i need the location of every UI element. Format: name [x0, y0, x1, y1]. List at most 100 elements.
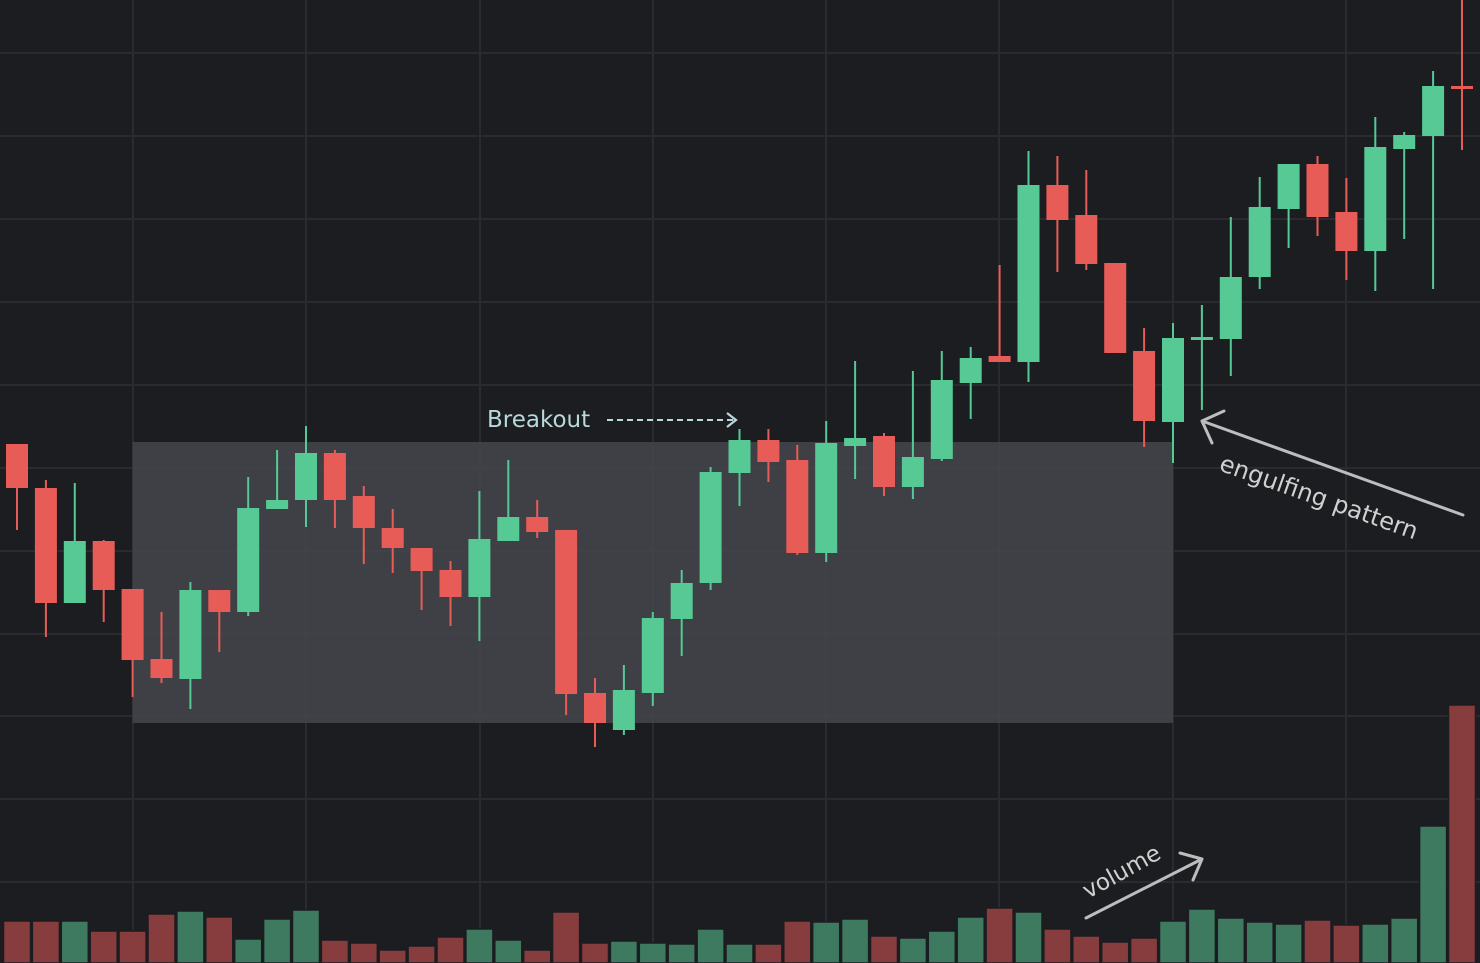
volume-bar	[89, 930, 118, 963]
volume-bar	[1043, 928, 1072, 963]
candle-bearish	[873, 433, 895, 496]
volume-bar	[522, 949, 552, 963]
candle-bearish	[6, 444, 28, 530]
candle-bullish	[1190, 305, 1213, 410]
breakout-annotation: Breakout	[487, 407, 738, 433]
volume-bar	[927, 930, 957, 963]
volume-bar	[667, 943, 696, 963]
volume-bar	[811, 921, 841, 963]
candle-bearish	[1306, 156, 1329, 236]
candle-bearish	[352, 486, 375, 564]
candle-bearish	[92, 540, 115, 622]
candle-bearish	[1046, 156, 1069, 272]
volume-bar	[1447, 704, 1477, 963]
candle-bearish	[526, 500, 549, 538]
volume-bar	[1187, 908, 1217, 963]
volume-bar	[1361, 923, 1390, 963]
volume-bar	[696, 928, 725, 963]
candle-bullish	[1017, 151, 1040, 382]
breakout-label: Breakout	[487, 407, 590, 433]
volume-bar	[494, 939, 523, 963]
candle-bullish	[815, 421, 838, 562]
volume-bar	[638, 942, 668, 963]
candle-bullish	[1219, 217, 1242, 376]
volume-bar	[233, 938, 263, 963]
candle-bearish	[410, 548, 433, 610]
volume-bar	[176, 910, 205, 963]
engulfing-arrow-line	[1200, 419, 1465, 517]
candle-bearish	[786, 445, 809, 555]
volume-bar	[580, 942, 610, 963]
candle-bearish	[1104, 263, 1127, 353]
volume-bar	[985, 907, 1014, 963]
candle-bearish	[757, 429, 780, 482]
candle-bullish	[1162, 323, 1184, 463]
candle-bearish	[323, 450, 346, 528]
volume-bar	[407, 945, 436, 963]
volume-bar	[840, 918, 870, 963]
volume-bar	[320, 939, 350, 963]
volume-bar	[2, 920, 32, 963]
volume-bar	[783, 920, 812, 963]
candle-bearish	[1335, 178, 1358, 280]
volume-bar	[1216, 917, 1246, 963]
volume-bar	[1100, 941, 1130, 963]
volume-arrowhead-icon	[1178, 851, 1204, 882]
volume-bar	[262, 918, 292, 963]
candle-bullish	[1364, 117, 1387, 291]
candle-bullish	[670, 570, 693, 656]
candle-bearish	[1451, 0, 1473, 150]
volume-bar	[118, 930, 147, 963]
volume-bar	[31, 920, 61, 963]
volume-bar	[147, 913, 176, 963]
candle-bullish	[266, 450, 289, 509]
volume-bar	[378, 949, 407, 963]
breakout-arrowhead-icon	[726, 412, 738, 428]
volume-bar	[869, 935, 899, 963]
candle-bullish	[497, 460, 520, 541]
volume-bar	[60, 920, 90, 963]
volume-bar	[436, 936, 465, 963]
candle-bullish	[295, 426, 317, 527]
candle-bearish	[439, 561, 462, 626]
volume-bar	[609, 940, 639, 963]
candle-bullish	[901, 371, 924, 499]
candle-bearish	[1133, 328, 1156, 447]
candle-bullish	[1277, 164, 1300, 248]
volume-bar	[205, 916, 234, 963]
volume-bar	[1303, 919, 1332, 963]
volume-bars	[2, 704, 1477, 963]
volume-bar	[956, 916, 985, 963]
engulfing-arrowhead-icon	[1200, 409, 1226, 445]
volume-bar	[1389, 917, 1419, 963]
candle-bearish	[34, 480, 57, 637]
candle-bullish	[728, 429, 751, 506]
volume-bar	[1332, 924, 1361, 963]
candle-bullish	[1393, 132, 1416, 239]
volume-bar	[898, 937, 928, 963]
candle-bullish	[1248, 177, 1271, 289]
candle-bullish	[844, 361, 867, 479]
candle-bearish	[988, 265, 1011, 362]
volume-arrow-line	[1084, 858, 1202, 920]
candle-bullish	[468, 491, 491, 641]
volume-bar	[1418, 825, 1448, 963]
candle-bullish	[1422, 71, 1445, 289]
candle-bullish	[930, 351, 953, 461]
candle-bullish	[641, 612, 664, 706]
volume-bar	[725, 943, 754, 963]
candle-bullish	[612, 665, 635, 735]
volume-bar	[754, 943, 783, 963]
volume-bar	[551, 911, 581, 963]
volume-bar	[465, 928, 494, 963]
candles	[6, 0, 1473, 747]
volume-bar	[1129, 937, 1159, 963]
volume-bar	[349, 942, 379, 963]
candle-bearish	[150, 612, 173, 683]
candle-bearish	[1075, 170, 1098, 270]
volume-bar	[1274, 923, 1303, 963]
candle-bullish	[179, 582, 202, 709]
volume-bar	[1014, 911, 1043, 963]
candle-bearish	[555, 530, 578, 715]
